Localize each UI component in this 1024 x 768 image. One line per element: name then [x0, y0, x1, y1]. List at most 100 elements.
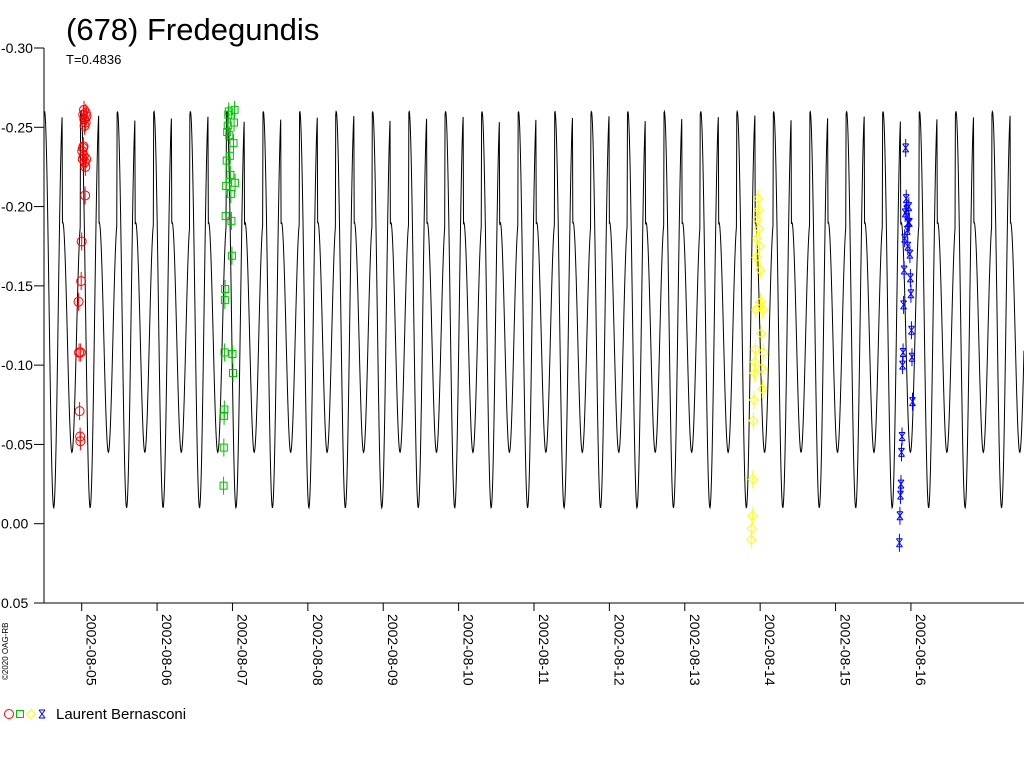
model-curve-group [43, 109, 1024, 510]
y-tick-label: 0.05 [1, 595, 28, 611]
data-point [228, 350, 237, 359]
data-point [758, 347, 769, 358]
data-point [900, 300, 907, 310]
data-point [904, 217, 912, 227]
data-point [752, 214, 763, 225]
data-point [757, 304, 768, 315]
series-2 [219, 100, 240, 495]
x-tick-label: 2002-08-11 [536, 614, 552, 685]
y-tick-label: -0.10 [1, 357, 33, 373]
data-point [898, 447, 905, 457]
x-tick-label: 2002-08-08 [310, 614, 326, 686]
data-point [749, 367, 760, 379]
x-tick-label: 2002-08-15 [838, 614, 854, 686]
data-point [747, 474, 759, 485]
data-point [908, 352, 916, 362]
series-4 [896, 138, 916, 552]
x-tick-label: 2002-08-07 [234, 614, 250, 686]
data-point [904, 241, 912, 251]
data-point [749, 356, 761, 368]
data-point [80, 108, 91, 119]
data-point [219, 443, 228, 452]
x-tick-label: 2002-08-12 [611, 614, 627, 686]
data-point [905, 217, 913, 227]
data-point [75, 347, 86, 358]
data-point [76, 276, 87, 287]
data-point [230, 105, 239, 114]
data-point [221, 212, 230, 221]
data-point [221, 285, 230, 294]
x-tick-label: 2002-08-06 [159, 614, 175, 686]
data-point [231, 178, 240, 187]
copyright-note: ©2020 OAG-RB [1, 623, 10, 680]
x-ticks: 2002-08-05 2002-08-06 2002-08-07 2002-08-08… [81, 603, 929, 686]
x-tick-label: 2002-08-13 [687, 614, 703, 686]
data-point [225, 131, 234, 140]
legend: Laurent Bernasconi [4, 706, 186, 723]
y-ticks: -0.30 -0.25 -0.20 -0.15 -0.10 -0.05 0.00 0.05 [1, 40, 44, 611]
data-point [229, 139, 238, 148]
data-point [896, 511, 904, 521]
y-tick-label: -0.30 [1, 40, 33, 56]
data-point [73, 296, 84, 307]
data-point [899, 347, 907, 357]
data-point [908, 325, 915, 335]
data-point [228, 369, 237, 378]
data-point [750, 304, 762, 315]
legend-marker-diamond [25, 708, 37, 720]
data-point [906, 249, 914, 259]
data-point [757, 383, 768, 395]
legend-marker-square [16, 710, 24, 718]
data-point [220, 348, 229, 357]
data-point [81, 154, 92, 164]
data-point [901, 233, 909, 243]
series-1 [73, 100, 92, 451]
legend-markers [4, 708, 46, 720]
data-point [80, 161, 91, 172]
data-point [753, 204, 764, 215]
data-point [746, 523, 757, 534]
data-point [750, 344, 761, 355]
data-point [751, 252, 762, 263]
y-tick-label: -0.25 [1, 119, 33, 135]
period-label: T=0.4836 [66, 52, 121, 67]
data-point [230, 118, 239, 127]
data-point [78, 150, 89, 161]
data-point [751, 233, 763, 244]
y-tick-label: -0.05 [1, 436, 33, 452]
data-point [81, 111, 92, 122]
y-tick-label: -0.15 [1, 278, 33, 294]
data-point [220, 405, 229, 414]
data-point [748, 394, 760, 406]
data-point [219, 481, 228, 490]
y-tick-label: 0.00 [1, 516, 28, 532]
data-point [225, 151, 234, 160]
data-point [905, 202, 913, 212]
data-point [227, 216, 236, 225]
data-point [898, 432, 906, 441]
data-point [897, 479, 905, 489]
x-tick-label: 2002-08-10 [461, 614, 477, 686]
data-point [76, 236, 87, 247]
data-point [74, 406, 85, 417]
data-point [80, 190, 91, 201]
data-point [900, 265, 908, 275]
data-point [752, 193, 764, 204]
data-point [755, 328, 767, 339]
data-point [899, 360, 906, 370]
y-tick-label: -0.20 [1, 199, 33, 215]
x-tick-label: 2002-08-09 [385, 614, 401, 686]
data-point [222, 181, 231, 190]
data-point [224, 107, 233, 116]
model-curve [43, 109, 1024, 510]
data-point [909, 397, 916, 407]
legend-marker-star [38, 709, 46, 719]
data-point [755, 296, 766, 307]
data-point [907, 289, 915, 299]
data-points-group [73, 100, 916, 552]
data-point [903, 225, 911, 235]
data-point [226, 189, 235, 198]
data-point [75, 436, 86, 447]
data-point [901, 208, 909, 218]
